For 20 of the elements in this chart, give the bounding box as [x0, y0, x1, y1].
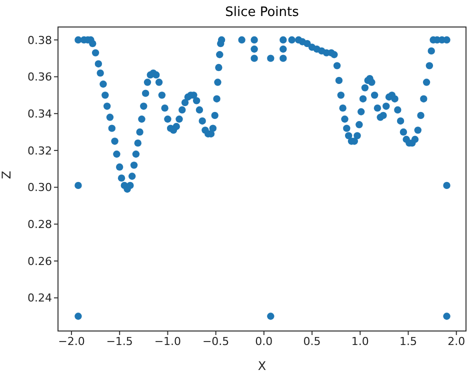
y-tick-label: 0.26	[28, 254, 52, 268]
y-tick-label: 0.30	[28, 181, 52, 194]
y-tick-label: 0.32	[28, 144, 52, 158]
x-tick-label: 0.5	[303, 334, 321, 348]
y-tick-label: 0.34	[28, 108, 52, 120]
x-tick-label: −1.5	[106, 334, 133, 348]
chart-title: Slice Points	[224, 5, 300, 20]
x-tick-label: −0.5	[202, 334, 230, 348]
x-tick-label: 1.0	[351, 334, 369, 348]
y-axis-title: Z	[0, 170, 14, 179]
x-axis-title: X	[258, 359, 266, 373]
y-tick-label: 0.24	[28, 292, 52, 305]
y-tick-label: 0.38	[28, 34, 52, 47]
x-tick-label: −2.0	[58, 334, 85, 348]
x-tick-label: 1.5	[400, 334, 418, 348]
y-tick-label: 0.28	[28, 218, 52, 232]
y-tick-label: 0.36	[28, 70, 52, 84]
x-tick-label: −1.0	[154, 334, 182, 348]
x-tick-label: 0.0	[255, 334, 273, 348]
x-tick-label: 2.0	[448, 334, 466, 348]
